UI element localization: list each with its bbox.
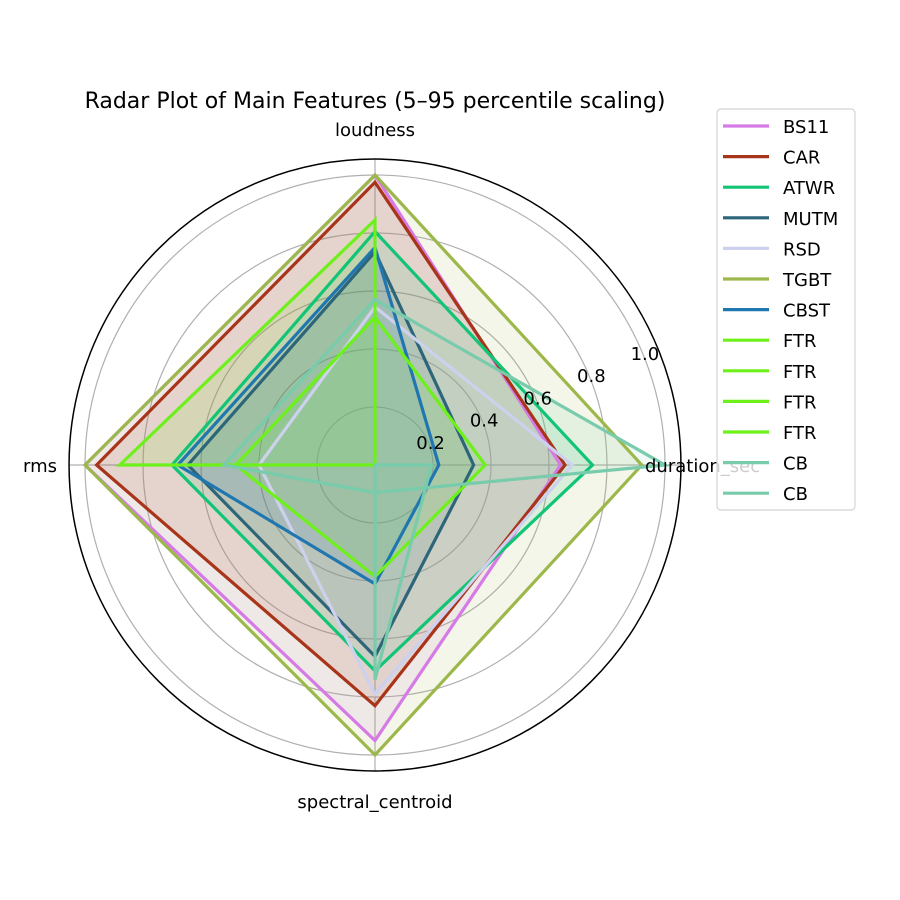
- legend-label: TGBT: [782, 270, 832, 291]
- outer-frame: [68, 158, 682, 772]
- legend: BS11 CAR ATWR MUTM RSD TGBT CBST FTR FTR FTR FTR CB…: [716, 108, 856, 511]
- legend-label: MUTM: [783, 209, 838, 230]
- legend-label: ATWR: [783, 178, 835, 199]
- series-line: [257, 304, 575, 697]
- radial-tick-labels: 0.2 0.4 0.6 0.8 1.0: [416, 344, 659, 454]
- legend-label: RSD: [783, 239, 821, 260]
- legend-frame: [716, 108, 856, 511]
- legend-label: CBST: [783, 301, 831, 322]
- radial-tick-label: 0.4: [470, 411, 499, 432]
- legend-label: FTR: [783, 392, 817, 413]
- legend-label: CAR: [783, 148, 820, 169]
- legend-label: BS11: [783, 117, 829, 138]
- radial-tick-label: 0.2: [416, 433, 445, 454]
- radial-tick-label: 0.6: [523, 388, 552, 409]
- series-fill: [85, 175, 561, 741]
- series-line: [115, 216, 377, 467]
- axis-label-loudness: loudness: [335, 120, 415, 141]
- legend-label: FTR: [783, 331, 817, 352]
- legend-label: FTR: [783, 362, 817, 383]
- legend-label: CB: [783, 454, 808, 475]
- legend-label: FTR: [783, 423, 817, 444]
- chart-title: Radar Plot of Main Features (5–95 percen…: [85, 89, 666, 114]
- series-fill: [224, 299, 665, 493]
- radial-tick-label: 1.0: [631, 344, 660, 365]
- series-polygons: [82, 172, 671, 758]
- series-line: [373, 463, 434, 681]
- axis-label-rms: rms: [23, 456, 57, 477]
- axis-label-spectral-centroid: spectral_centroid: [297, 792, 452, 813]
- radial-tick-label: 0.8: [577, 366, 606, 387]
- series-line: [82, 172, 644, 758]
- legend-label: CB: [783, 484, 808, 505]
- series-fill: [96, 182, 565, 706]
